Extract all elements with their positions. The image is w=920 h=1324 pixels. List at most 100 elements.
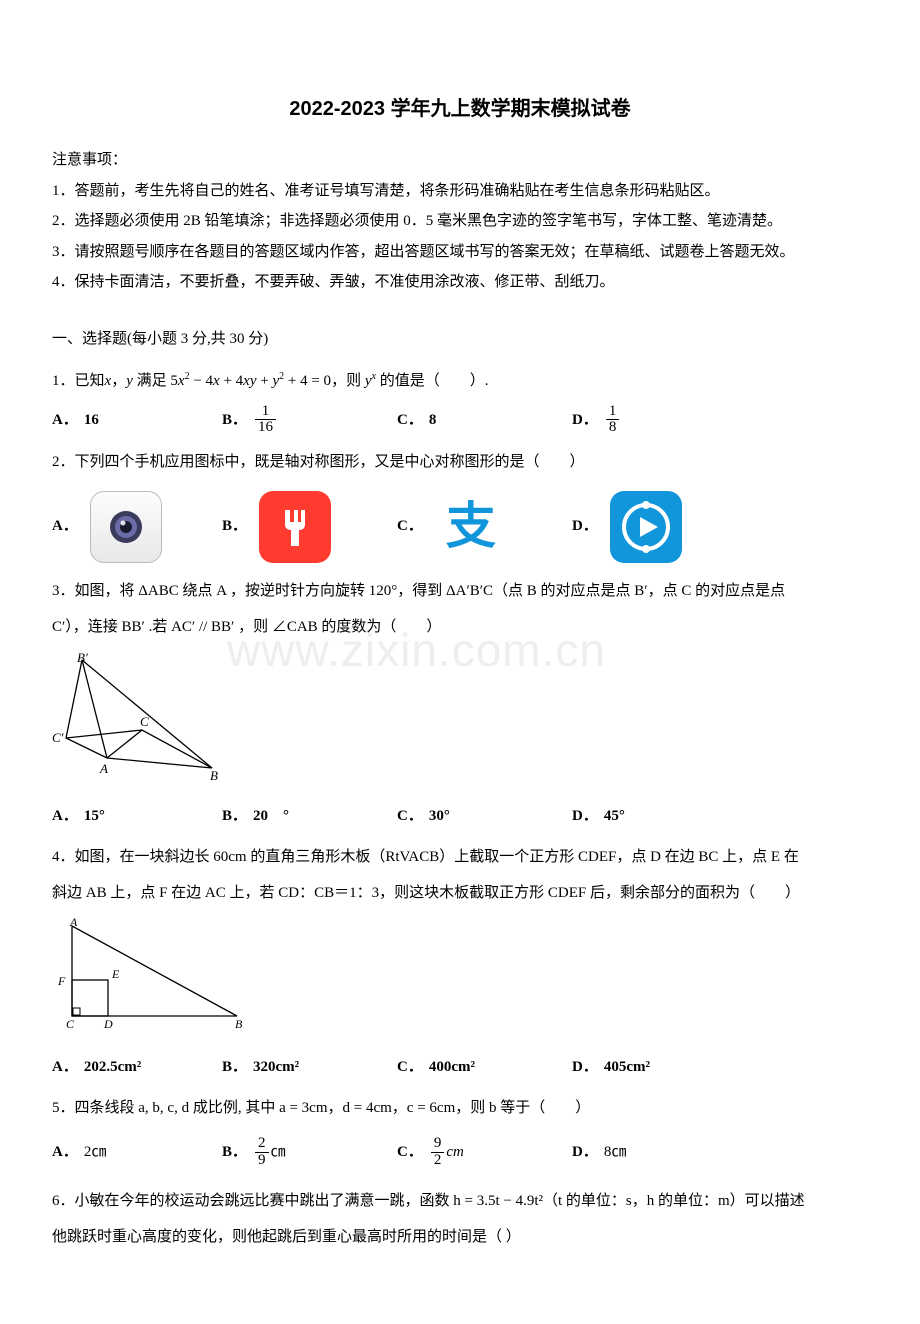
option-value: 15° xyxy=(84,802,105,831)
option-label: D． xyxy=(572,802,598,831)
option-label: D． xyxy=(572,406,598,435)
figure-q3: B′ C′ A C B xyxy=(52,650,868,791)
question-text: 4．如图，在一块斜边长 60cm 的直角三角形木板（RtVACB）上截取一个正方… xyxy=(52,843,868,872)
option-c: C． 支 xyxy=(397,491,572,563)
question-1: 1．已知x，y 满足 5x2 − 4x + 4xy + y2 + 4 = 0，则… xyxy=(52,367,868,436)
option-value: 20 ° xyxy=(253,802,289,831)
option-label: C． xyxy=(397,802,423,831)
option-value: 16 xyxy=(84,406,99,435)
q1-end: 的值是（ ）. xyxy=(376,373,489,389)
unit: ㎝ xyxy=(271,1138,286,1167)
svg-text:B: B xyxy=(210,768,218,780)
instructions-header: 注意事项： xyxy=(52,146,868,175)
option-value: 405cm² xyxy=(604,1053,650,1082)
instruction-item: 2．选择题必须使用 2B 铅笔填涂；非选择题必须使用 0．5 毫米黑色字迹的签字… xyxy=(52,207,868,236)
q1-prefix: 1．已知 xyxy=(52,373,105,389)
option-d: D． xyxy=(572,491,747,563)
svg-text:A: A xyxy=(69,916,78,929)
option-b: B．320cm² xyxy=(222,1053,397,1082)
option-a: A．202.5cm² xyxy=(52,1053,222,1082)
option-label: A． xyxy=(52,512,78,541)
camera-icon xyxy=(90,491,162,563)
svg-text:C: C xyxy=(140,714,149,729)
svg-text:F: F xyxy=(57,974,66,988)
options-row: A．2㎝ B． 29 ㎝ C． 92 cm D．8㎝ xyxy=(52,1136,868,1169)
options-row: A．202.5cm² B．320cm² C．400cm² D．405cm² xyxy=(52,1053,868,1082)
fraction: 29 xyxy=(255,1136,269,1169)
fraction: 92 xyxy=(431,1136,445,1169)
option-label: D． xyxy=(572,512,598,541)
option-b: B． 116 xyxy=(222,404,397,437)
option-label: C． xyxy=(397,512,423,541)
option-b: B． 29 ㎝ xyxy=(222,1136,397,1169)
question-text: 他跳跃时重心高度的变化，则他起跳后到重心最高时所用的时间是（ ） xyxy=(52,1223,868,1252)
option-label: A． xyxy=(52,802,78,831)
option-b: B．20 ° xyxy=(222,802,397,831)
option-value: 2㎝ xyxy=(84,1138,107,1167)
option-value: 30° xyxy=(429,802,450,831)
question-text: 6．小敏在今年的校运动会跳远比赛中跳出了满意一跳，函数 h = 3.5t − 4… xyxy=(52,1187,868,1216)
option-d: D． 18 xyxy=(572,404,747,437)
option-c: C．400cm² xyxy=(397,1053,572,1082)
option-c: C．8 xyxy=(397,406,572,435)
question-text: 3．如图，将 ΔABC 绕点 A ，按逆时针方向旋转 120°，得到 ΔA′B′… xyxy=(52,577,868,606)
option-c: C． 92 cm xyxy=(397,1136,572,1169)
svg-text:B′: B′ xyxy=(77,650,88,665)
page-title: 2022-2023 学年九上数学期末模拟试卷 xyxy=(52,90,868,128)
svg-text:C: C xyxy=(66,1017,75,1031)
option-label: B． xyxy=(222,512,247,541)
question-6: 6．小敏在今年的校运动会跳远比赛中跳出了满意一跳，函数 h = 3.5t − 4… xyxy=(52,1187,868,1252)
option-label: A． xyxy=(52,406,78,435)
instruction-item: 1．答题前，考生先将自己的姓名、准考证号填写清楚，将条形码准确粘贴在考生信息条形… xyxy=(52,177,868,206)
option-label: D． xyxy=(572,1053,598,1082)
svg-text:A: A xyxy=(99,761,108,776)
q1-mid: 满足 xyxy=(133,373,171,389)
svg-text:E: E xyxy=(111,967,120,981)
option-a: A． 15° xyxy=(52,802,222,831)
option-label: D． xyxy=(572,1138,598,1167)
option-a: A．2㎝ xyxy=(52,1138,222,1167)
option-label: A． xyxy=(52,1053,78,1082)
option-label: C． xyxy=(397,1138,423,1167)
question-text: 5．四条线段 a, b, c, d 成比例, 其中 a = 3cm，d = 4c… xyxy=(52,1094,868,1123)
option-label: B． xyxy=(222,1138,247,1167)
section-header: 一、选择题(每小题 3 分,共 30 分) xyxy=(52,325,868,354)
question-5: 5．四条线段 a, b, c, d 成比例, 其中 a = 3cm，d = 4c… xyxy=(52,1094,868,1169)
question-text: 2．下列四个手机应用图标中，既是轴对称图形，又是中心对称图形的是（ ） xyxy=(52,448,868,477)
q1-sep: ， xyxy=(111,373,126,389)
option-label: B． xyxy=(222,406,247,435)
question-4: 4．如图，在一块斜边长 60cm 的直角三角形木板（RtVACB）上截取一个正方… xyxy=(52,843,868,1082)
question-text: 斜边 AB 上，点 F 在边 AC 上，若 CD：CB＝1：3，则这块木板截取正… xyxy=(52,879,868,908)
question-text: 1．已知x，y 满足 5x2 − 4x + 4xy + y2 + 4 = 0，则… xyxy=(52,367,868,396)
question-3: 3．如图，将 ΔABC 绕点 A ，按逆时针方向旋转 120°，得到 ΔA′B′… xyxy=(52,577,868,831)
option-d: D． 45° xyxy=(572,802,747,831)
option-a: A． xyxy=(52,491,222,563)
unit: cm xyxy=(446,1138,464,1167)
option-label: A． xyxy=(52,1138,78,1167)
option-value: 8㎝ xyxy=(604,1138,627,1167)
question-text: C′），连接 BB′ .若 AC′ // BB′ ，则 ∠CAB 的度数为（ ） xyxy=(52,613,868,642)
instruction-item: 4．保持卡面清洁，不要折叠，不要弄破、弄皱，不准使用涂改液、修正带、刮纸刀。 xyxy=(52,268,868,297)
alipay-icon: 支 xyxy=(435,491,507,563)
option-b: B． xyxy=(222,491,397,563)
svg-text:B: B xyxy=(235,1017,243,1031)
question-2: 2．下列四个手机应用图标中，既是轴对称图形，又是中心对称图形的是（ ） A． B… xyxy=(52,448,868,563)
fraction: 18 xyxy=(606,404,620,437)
option-label: B． xyxy=(222,1053,247,1082)
instruction-item: 3．请按照题号顺序在各题目的答题区域内作答，超出答题区域书写的答案无效；在草稿纸… xyxy=(52,238,868,267)
option-d: D．405cm² xyxy=(572,1053,747,1082)
svg-text:D: D xyxy=(103,1017,113,1031)
option-label: C． xyxy=(397,1053,423,1082)
option-label: C． xyxy=(397,406,423,435)
options-row: A． B． C． 支 D． xyxy=(52,491,868,563)
option-value: 202.5cm² xyxy=(84,1053,141,1082)
option-a: A．16 xyxy=(52,406,222,435)
option-value: 45° xyxy=(604,802,625,831)
options-row: A．16 B． 116 C．8 D． 18 xyxy=(52,404,868,437)
q1-mid3: ，则 xyxy=(331,373,365,389)
option-value: 400cm² xyxy=(429,1053,475,1082)
fraction: 116 xyxy=(255,404,276,437)
play-icon xyxy=(610,491,682,563)
fork-icon xyxy=(259,491,331,563)
figure-q4: A F E C D B xyxy=(52,916,868,1042)
